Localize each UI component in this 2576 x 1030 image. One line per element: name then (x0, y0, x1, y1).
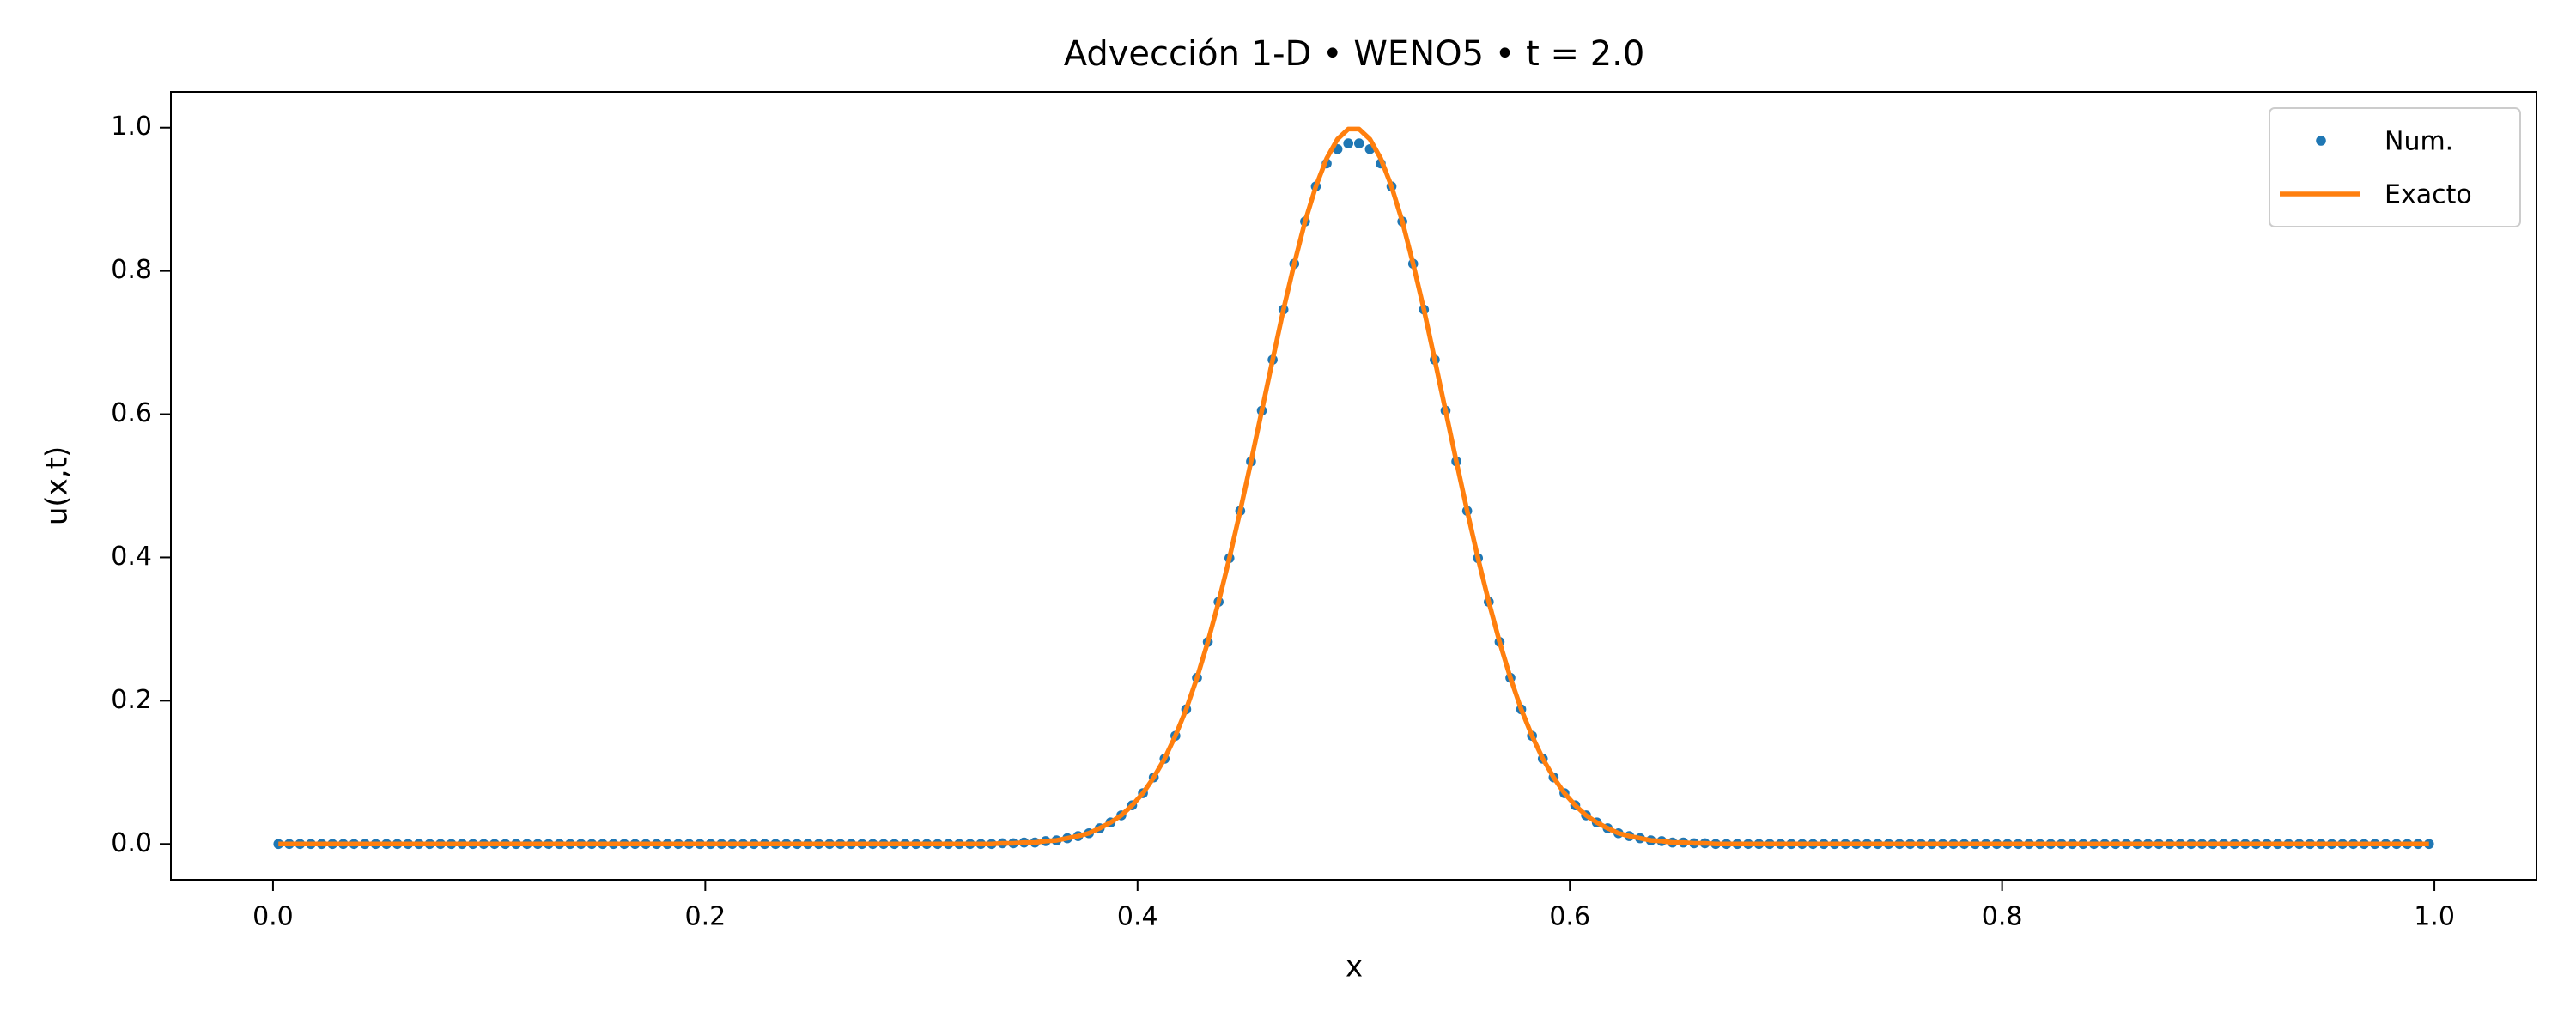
y-tick-label: 0.6 (111, 398, 152, 428)
legend-label: Exacto (2385, 180, 2472, 210)
y-tick-label: 0.0 (111, 828, 152, 858)
y-tick-label: 0.4 (111, 542, 152, 572)
x-tick-label: 1.0 (2414, 902, 2455, 932)
y-tick-label: 1.0 (111, 112, 152, 142)
x-tick-label: 0.0 (252, 902, 294, 932)
data-point (273, 839, 284, 850)
x-tick-label: 0.6 (1549, 902, 1590, 932)
x-tick-label: 0.4 (1117, 902, 1158, 932)
x-tick-label: 0.2 (685, 902, 726, 932)
x-axis-label: x (1346, 950, 1363, 985)
plot-area (273, 126, 2434, 850)
y-axis-label: u(x,t) (40, 446, 75, 525)
legend-marker (2316, 136, 2326, 146)
data-point (1353, 138, 1364, 148)
chart-title: Advección 1-D • WENO5 • t = 2.0 (1064, 34, 1645, 74)
data-point (2423, 839, 2434, 850)
y-tick-label: 0.8 (111, 255, 152, 285)
plot-frame (170, 91, 2537, 881)
x-tick-label: 0.8 (1982, 902, 2023, 932)
y-tick-label: 0.2 (111, 685, 152, 715)
legend: Num. Exacto (2269, 107, 2521, 227)
data-line (278, 126, 2429, 847)
data-point (1343, 138, 1354, 148)
legend-label: Num. (2385, 127, 2453, 157)
legend-box (2269, 107, 2521, 227)
